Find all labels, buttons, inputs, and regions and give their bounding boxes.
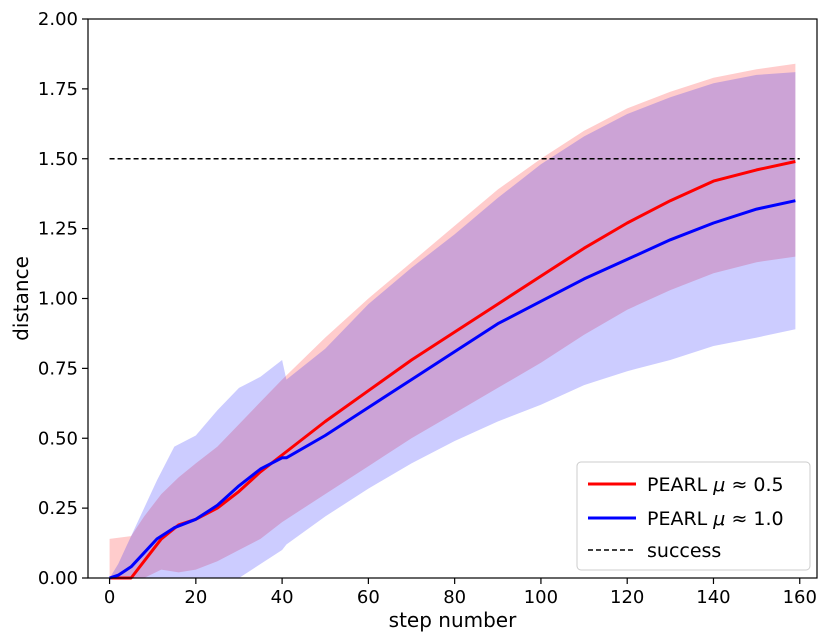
x-tick-label: 140 bbox=[696, 587, 730, 608]
y-axis-label: distance bbox=[9, 256, 33, 341]
x-tick-label: 80 bbox=[443, 587, 466, 608]
y-tick-label: 0.50 bbox=[38, 428, 78, 449]
x-ticks: 0 20 40 60 80 100 120 140 160 bbox=[104, 578, 817, 608]
legend-label-blue: PEARL μ ≈ 1.0 bbox=[647, 508, 784, 530]
line-blue bbox=[109, 199, 796, 580]
x-tick-label: 160 bbox=[783, 587, 817, 608]
legend-red-mu: μ bbox=[712, 474, 725, 496]
legend-blue-mu: μ bbox=[712, 508, 725, 530]
y-tick-label: 0.00 bbox=[38, 568, 78, 589]
y-tick-label: 2.00 bbox=[38, 9, 78, 30]
y-tick-label: 1.75 bbox=[38, 79, 78, 100]
band-blue bbox=[109, 72, 796, 578]
x-tick-label: 40 bbox=[271, 587, 294, 608]
legend-blue-prefix: PEARL bbox=[647, 508, 708, 530]
legend-label-red: PEARL μ ≈ 0.5 bbox=[647, 474, 784, 496]
x-tick-label: 20 bbox=[184, 587, 207, 608]
y-tick-label: 0.75 bbox=[38, 358, 78, 379]
x-axis-label: step number bbox=[389, 608, 517, 632]
y-tick-label: 1.25 bbox=[38, 219, 78, 240]
series-lines bbox=[109, 160, 796, 580]
x-tick-label: 120 bbox=[610, 587, 644, 608]
legend-box bbox=[576, 461, 811, 571]
legend-red-prefix: PEARL bbox=[647, 474, 708, 496]
legend-label-success: success bbox=[647, 540, 721, 562]
band-red bbox=[109, 63, 796, 578]
y-tick-label: 1.00 bbox=[38, 289, 78, 310]
y-tick-label: 1.50 bbox=[38, 149, 78, 170]
confidence-bands bbox=[109, 63, 796, 578]
legend-blue-value: ≈ 1.0 bbox=[731, 508, 783, 530]
legend-red-value: ≈ 0.5 bbox=[731, 474, 783, 496]
x-tick-label: 100 bbox=[524, 587, 558, 608]
y-ticks: 0.00 0.25 0.50 0.75 1.00 1.25 1.50 1.75 2.00 bbox=[38, 9, 88, 589]
y-tick-label: 0.25 bbox=[38, 498, 78, 519]
x-tick-label: 60 bbox=[357, 587, 380, 608]
x-tick-label: 0 bbox=[104, 587, 115, 608]
legend: PEARL μ ≈ 0.5 PEARL μ ≈ 1.0 success bbox=[576, 461, 811, 571]
